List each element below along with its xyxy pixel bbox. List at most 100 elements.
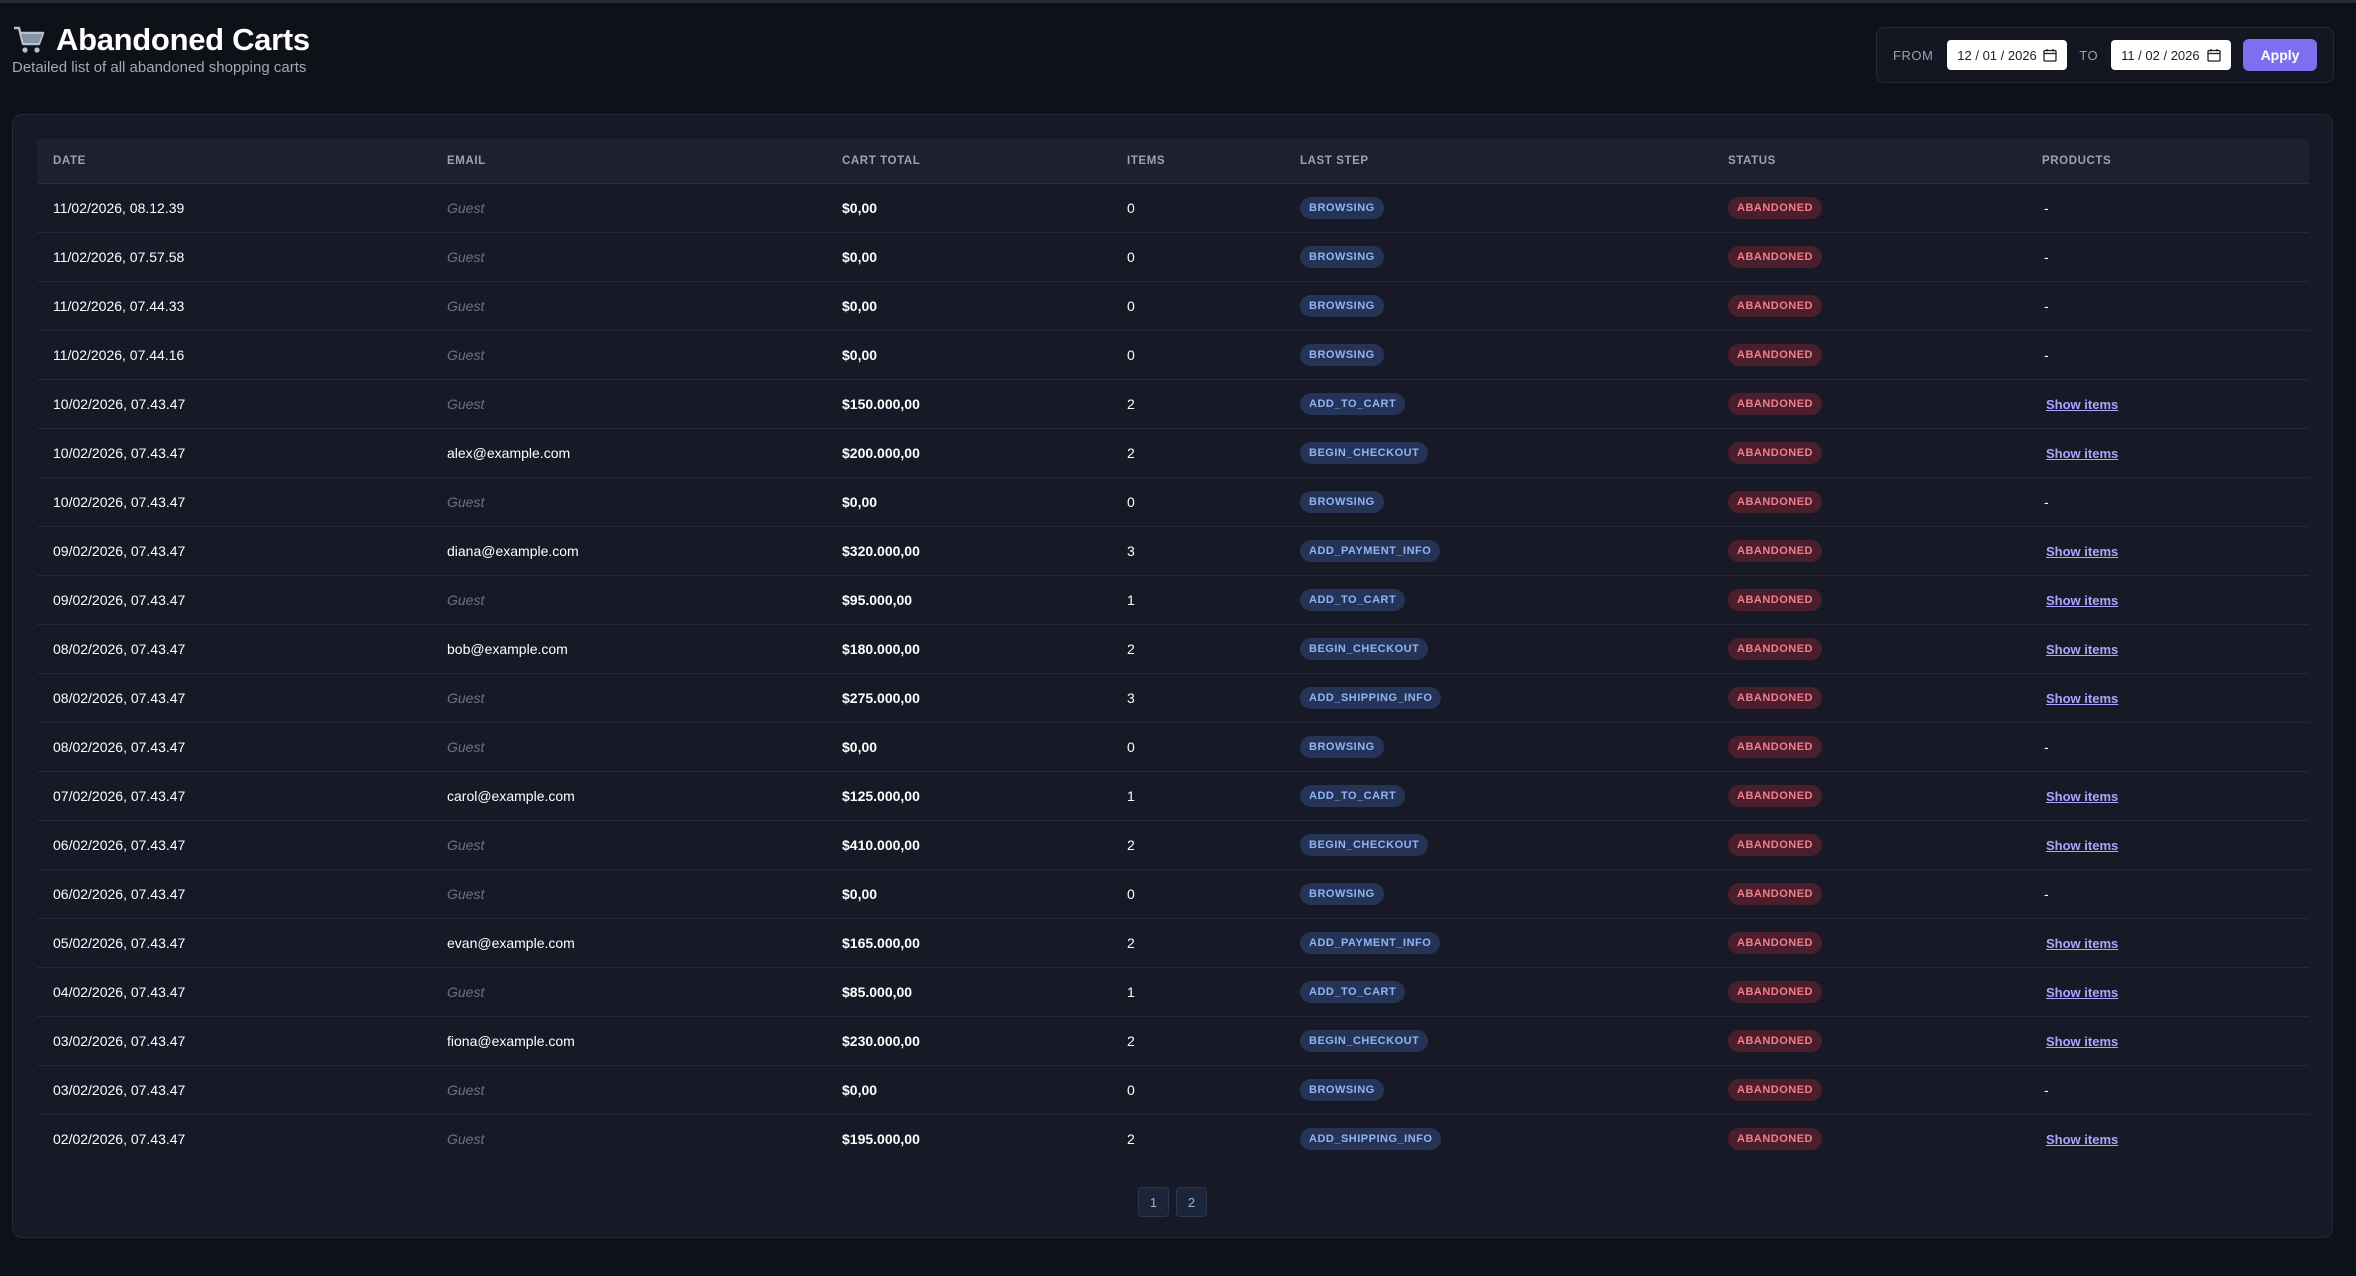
show-items-link[interactable]: Show items xyxy=(2046,837,2119,853)
cell-products: Show items xyxy=(2042,428,2309,478)
cell-products: - xyxy=(2042,722,2309,772)
from-label: FROM xyxy=(1893,47,1934,63)
cell-last-step: ADD_TO_CART xyxy=(1300,967,1728,1017)
cell-status: ABANDONED xyxy=(1728,820,2042,870)
cell-email: Guest xyxy=(447,379,842,429)
column-header-date: DATE xyxy=(37,139,447,184)
status-badge: ABANDONED xyxy=(1728,294,1822,317)
last-step-badge: ADD_SHIPPING_INFO xyxy=(1300,1127,1442,1150)
show-items-link[interactable]: Show items xyxy=(2046,445,2119,461)
show-items-link[interactable]: Show items xyxy=(2046,1033,2119,1049)
table-row: 06/02/2026, 07.43.47 Guest $0,00 0 BROWSING A… xyxy=(37,869,2309,919)
cell-email: Guest xyxy=(447,722,842,772)
show-items-link[interactable]: Show items xyxy=(2046,935,2119,951)
cell-items: 0 xyxy=(1127,1065,1300,1115)
cell-status: ABANDONED xyxy=(1728,1016,2042,1066)
status-badge: ABANDONED xyxy=(1728,1029,1822,1052)
products-empty: - xyxy=(2044,346,2049,363)
show-items-link[interactable]: Show items xyxy=(2046,788,2119,804)
cell-last-step: ADD_TO_CART xyxy=(1300,771,1728,821)
status-badge: ABANDONED xyxy=(1728,245,1822,268)
cell-items: 0 xyxy=(1127,722,1300,772)
table-row: 11/02/2026, 07.57.58 Guest $0,00 0 BROWSING A… xyxy=(37,232,2309,282)
cell-cart-total: $320.000,00 xyxy=(842,526,1127,576)
status-badge: ABANDONED xyxy=(1728,980,1822,1003)
from-date-input[interactable]: 12 / 01 / 2026 xyxy=(1947,40,2068,70)
cell-last-step: BROWSING xyxy=(1300,722,1728,772)
cell-date: 11/02/2026, 07.44.16 xyxy=(37,330,447,380)
show-items-link[interactable]: Show items xyxy=(2046,396,2119,412)
cell-status: ABANDONED xyxy=(1728,967,2042,1017)
cell-cart-total: $275.000,00 xyxy=(842,673,1127,723)
cell-email: carol@example.com xyxy=(447,771,842,821)
cell-last-step: BROWSING xyxy=(1300,183,1728,233)
cell-date: 10/02/2026, 07.43.47 xyxy=(37,428,447,478)
cell-cart-total: $200.000,00 xyxy=(842,428,1127,478)
from-date-value: 12 / 01 / 2026 xyxy=(1957,47,2037,63)
show-items-link[interactable]: Show items xyxy=(2046,543,2119,559)
page-subtitle: Detailed list of all abandoned shopping … xyxy=(12,59,307,76)
cell-status: ABANDONED xyxy=(1728,477,2042,527)
last-step-badge: ADD_TO_CART xyxy=(1300,784,1406,807)
calendar-icon[interactable] xyxy=(2043,48,2057,62)
cell-email: Guest xyxy=(447,1130,485,1147)
cell-products: - xyxy=(2042,183,2309,233)
show-items-link[interactable]: Show items xyxy=(2046,984,2119,1000)
to-date-input[interactable]: 11 / 02 / 2026 xyxy=(2111,40,2232,70)
show-items-link[interactable]: Show items xyxy=(2046,690,2119,706)
page-button-1[interactable]: 1 xyxy=(1138,1187,1169,1217)
cell-email: Guest xyxy=(447,869,842,919)
column-header-email: EMAIL xyxy=(447,139,842,184)
cell-items: 2 xyxy=(1127,428,1300,478)
page-header: Abandoned Carts Detailed list of all aba… xyxy=(12,22,310,76)
cell-email: fiona@example.com xyxy=(447,1016,842,1066)
show-items-link[interactable]: Show items xyxy=(2046,1131,2119,1147)
table-row: 04/02/2026, 07.43.47 Guest $85.000,00 1 ADD_… xyxy=(37,967,2309,1017)
table-row: 05/02/2026, 07.43.47 evan@example.com $165… xyxy=(37,918,2309,968)
cell-items: 0 xyxy=(1127,183,1300,233)
table-row: 03/02/2026, 07.43.47 fiona@example.com $23… xyxy=(37,1016,2309,1066)
cell-date: 08/02/2026, 07.43.47 xyxy=(37,722,447,772)
cell-items: 2 xyxy=(1127,820,1300,870)
show-items-link[interactable]: Show items xyxy=(2046,641,2119,657)
cell-cart-total: $95.000,00 xyxy=(842,575,1127,625)
cell-status: ABANDONED xyxy=(1728,918,2042,968)
status-badge: ABANDONED xyxy=(1728,637,1822,660)
cell-last-step: ADD_TO_CART xyxy=(1300,379,1728,429)
cell-products: Show items xyxy=(2042,918,2309,968)
status-badge: ABANDONED xyxy=(1728,735,1822,758)
cell-status: ABANDONED xyxy=(1728,575,2042,625)
cell-items: 0 xyxy=(1127,477,1300,527)
status-badge: ABANDONED xyxy=(1728,1078,1822,1101)
cell-last-step: ADD_PAYMENT_INFO xyxy=(1300,526,1728,576)
cell-products: - xyxy=(2042,1065,2309,1115)
last-step-badge: BEGIN_CHECKOUT xyxy=(1300,1029,1429,1052)
cell-cart-total: $0,00 xyxy=(842,869,1127,919)
status-badge: ABANDONED xyxy=(1728,1127,1822,1150)
last-step-badge: BROWSING xyxy=(1300,294,1384,317)
status-badge: ABANDONED xyxy=(1728,539,1822,562)
last-step-badge: ADD_SHIPPING_INFO xyxy=(1300,686,1442,709)
title-row: Abandoned Carts xyxy=(12,22,310,58)
last-step-badge: BEGIN_CHECKOUT xyxy=(1300,441,1429,464)
pagination: 1 2 xyxy=(1138,1187,1207,1217)
cell-last-step: BEGIN_CHECKOUT xyxy=(1300,820,1728,870)
page-button-2[interactable]: 2 xyxy=(1176,1187,1207,1217)
cell-status: ABANDONED xyxy=(1728,232,2042,282)
calendar-icon[interactable] xyxy=(2207,48,2221,62)
apply-button[interactable]: Apply xyxy=(2243,39,2318,71)
cell-cart-total: $125.000,00 xyxy=(842,771,1127,821)
carts-table: DATE EMAIL CART TOTAL ITEMS LAST STEP ST… xyxy=(37,139,2309,1163)
cell-products: Show items xyxy=(2042,526,2309,576)
status-badge: ABANDONED xyxy=(1728,196,1822,219)
products-empty: - xyxy=(2044,1081,2049,1098)
cell-email: Guest xyxy=(447,232,842,282)
show-items-link[interactable]: Show items xyxy=(2046,592,2119,608)
cell-date: 09/02/2026, 07.43.47 xyxy=(37,575,447,625)
last-step-badge: BEGIN_CHECKOUT xyxy=(1300,833,1429,856)
cell-email: Guest xyxy=(447,281,842,331)
last-step-badge: ADD_PAYMENT_INFO xyxy=(1300,931,1441,954)
cell-last-step: BROWSING xyxy=(1300,330,1728,380)
table-row: 02/02/2026, 07.43.47 Guest $195.000,00 2 ADD… xyxy=(37,1114,2309,1163)
last-step-badge: BROWSING xyxy=(1300,490,1384,513)
